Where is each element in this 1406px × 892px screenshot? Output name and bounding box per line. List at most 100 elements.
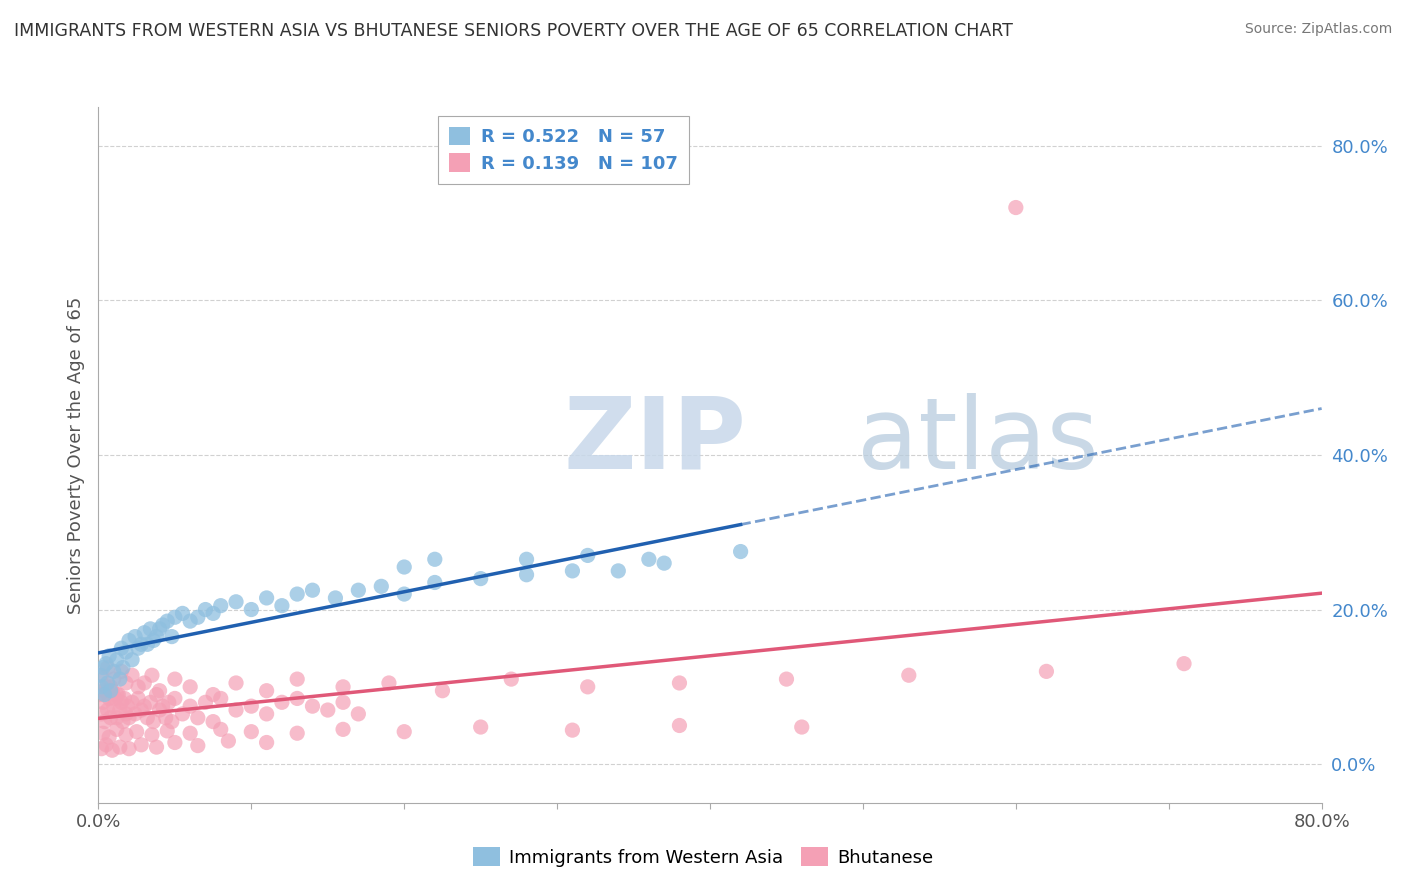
- Point: [110, 695, 132, 709]
- Point: [152, 618, 174, 632]
- Point: [105, 711, 128, 725]
- Point: [149, 683, 172, 698]
- Point: [105, 653, 128, 667]
- Point: [470, 572, 492, 586]
- Point: [129, 703, 152, 717]
- Legend: R = 0.522   N = 57, R = 0.139   N = 107: R = 0.522 N = 57, R = 0.139 N = 107: [437, 116, 689, 184]
- Point: [118, 741, 141, 756]
- Point: [163, 610, 186, 624]
- Point: [179, 699, 201, 714]
- Point: [209, 723, 232, 737]
- Point: [97, 676, 120, 690]
- Point: [730, 544, 752, 558]
- Point: [134, 676, 156, 690]
- Point: [325, 591, 347, 605]
- Point: [516, 567, 538, 582]
- Point: [134, 625, 156, 640]
- Point: [1173, 657, 1195, 671]
- Point: [187, 711, 209, 725]
- Point: [105, 688, 128, 702]
- Point: [256, 706, 278, 721]
- Point: [90, 706, 112, 721]
- Point: [101, 683, 124, 698]
- Point: [142, 714, 165, 729]
- Point: [301, 699, 323, 714]
- Point: [149, 703, 172, 717]
- Point: [775, 672, 797, 686]
- Point: [94, 657, 117, 671]
- Point: [423, 552, 446, 566]
- Point: [1004, 201, 1026, 215]
- Point: [202, 688, 225, 702]
- Point: [897, 668, 920, 682]
- Point: [209, 691, 232, 706]
- Point: [347, 583, 370, 598]
- Point: [94, 680, 117, 694]
- Point: [129, 738, 152, 752]
- Point: [108, 703, 131, 717]
- Point: [136, 637, 159, 651]
- Point: [285, 691, 308, 706]
- Point: [240, 724, 263, 739]
- Point: [285, 726, 308, 740]
- Point: [301, 583, 323, 598]
- Point: [156, 723, 179, 738]
- Point: [91, 695, 114, 709]
- Point: [145, 630, 167, 644]
- Point: [347, 706, 370, 721]
- Point: [668, 718, 690, 732]
- Point: [202, 607, 225, 621]
- Point: [145, 688, 167, 702]
- Point: [121, 668, 143, 682]
- Point: [127, 680, 149, 694]
- Point: [100, 711, 122, 725]
- Point: [121, 695, 143, 709]
- Point: [202, 714, 225, 729]
- Point: [149, 622, 172, 636]
- Point: [145, 740, 167, 755]
- Point: [270, 695, 292, 709]
- Point: [101, 743, 124, 757]
- Point: [93, 688, 115, 702]
- Point: [118, 711, 141, 725]
- Point: [790, 720, 813, 734]
- Point: [117, 699, 139, 714]
- Point: [90, 741, 112, 756]
- Point: [370, 579, 392, 593]
- Point: [111, 660, 134, 674]
- Point: [607, 564, 630, 578]
- Point: [561, 723, 583, 738]
- Text: IMMIGRANTS FROM WESTERN ASIA VS BHUTANESE SENIORS POVERTY OVER THE AGE OF 65 COR: IMMIGRANTS FROM WESTERN ASIA VS BHUTANES…: [14, 22, 1012, 40]
- Point: [115, 676, 138, 690]
- Point: [103, 665, 125, 679]
- Point: [332, 680, 354, 694]
- Point: [103, 672, 125, 686]
- Point: [93, 714, 115, 729]
- Point: [104, 691, 127, 706]
- Point: [576, 680, 599, 694]
- Point: [194, 602, 217, 616]
- Point: [256, 683, 278, 698]
- Point: [107, 688, 129, 702]
- Point: [118, 633, 141, 648]
- Point: [285, 587, 308, 601]
- Point: [90, 680, 112, 694]
- Point: [110, 665, 132, 679]
- Point: [100, 683, 122, 698]
- Text: ZIP: ZIP: [564, 392, 747, 490]
- Point: [187, 739, 209, 753]
- Point: [432, 683, 454, 698]
- Point: [98, 730, 121, 744]
- Point: [172, 706, 194, 721]
- Text: Source: ZipAtlas.com: Source: ZipAtlas.com: [1244, 22, 1392, 37]
- Point: [100, 680, 122, 694]
- Point: [217, 734, 239, 748]
- Point: [1035, 665, 1057, 679]
- Point: [561, 564, 583, 578]
- Point: [225, 703, 247, 717]
- Point: [179, 614, 201, 628]
- Point: [501, 672, 523, 686]
- Point: [332, 695, 354, 709]
- Point: [423, 575, 446, 590]
- Point: [157, 695, 180, 709]
